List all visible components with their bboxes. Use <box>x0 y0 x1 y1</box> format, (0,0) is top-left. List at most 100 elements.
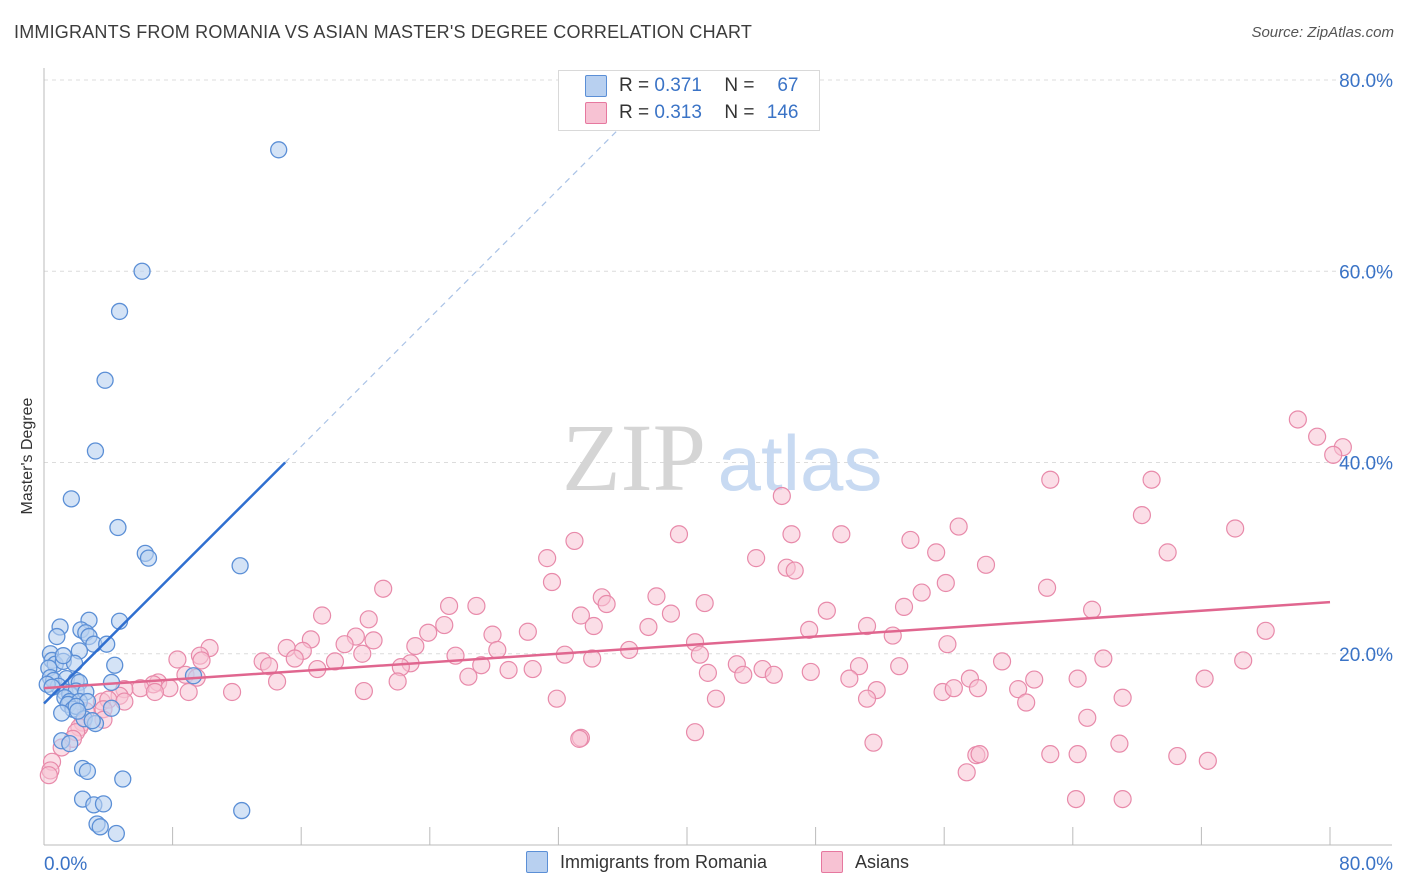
asians-point <box>927 543 946 562</box>
asians-point <box>970 745 989 764</box>
asians-point <box>1110 734 1129 753</box>
asians-point <box>374 579 393 598</box>
asians-point <box>583 649 602 668</box>
asians-point <box>894 597 914 616</box>
asians-point <box>685 723 705 742</box>
romania-point <box>78 762 97 781</box>
asians-point <box>698 663 717 682</box>
romania-point <box>133 262 151 280</box>
watermark-atlas: atlas <box>718 419 883 507</box>
asians-point <box>222 682 242 702</box>
asians-point <box>267 672 287 691</box>
asians-point <box>353 644 372 663</box>
asians-point <box>1308 427 1327 446</box>
asians-n-value: 146 <box>766 102 799 123</box>
asians-point <box>695 593 714 613</box>
legend-item-romania[interactable]: Immigrants from Romania <box>526 851 767 873</box>
asians-point <box>1142 470 1161 489</box>
romania-point <box>270 141 288 159</box>
romania-r-value: 0.371 <box>654 75 702 96</box>
asians-point <box>285 649 304 668</box>
asians-point <box>734 665 753 684</box>
asians-point <box>1041 470 1060 489</box>
asians-point <box>639 617 658 637</box>
asians-point <box>1168 746 1187 766</box>
gridlines <box>44 79 1392 655</box>
asians-point <box>800 620 819 639</box>
asians-point <box>359 610 378 629</box>
asians-point <box>817 601 836 620</box>
asians-point <box>584 616 603 636</box>
romania-point <box>69 702 87 720</box>
asians-point <box>419 623 438 642</box>
asians-point <box>1009 680 1028 699</box>
tick-labels: 20.0% 40.0% 60.0% 80.0% 0.0% 80.0% <box>44 71 1393 875</box>
romania-point <box>96 371 114 389</box>
asians-point <box>259 657 279 676</box>
watermark-zip: ZIP <box>562 404 706 511</box>
asians-point <box>782 525 801 544</box>
asians-point <box>976 555 996 574</box>
romania-point <box>233 801 251 820</box>
legend-item-asians[interactable]: Asians <box>821 851 909 873</box>
y-tick-label: 40.0% <box>1339 454 1393 475</box>
r-label: R = <box>619 102 650 123</box>
asians-point <box>571 606 591 625</box>
asians-point <box>901 530 920 550</box>
romania-n-value: 67 <box>777 75 799 96</box>
asians-point <box>944 679 963 698</box>
asians-point <box>690 645 709 664</box>
asians-point <box>388 672 407 691</box>
asians-points <box>39 410 1352 809</box>
watermark: ZIP atlas <box>562 404 882 511</box>
asians-point <box>1195 669 1214 688</box>
asians-point <box>1094 649 1113 668</box>
n-label: N = <box>724 75 755 96</box>
asians-point <box>801 662 820 682</box>
series-legend: Immigrants from Romania Asians <box>0 851 1406 879</box>
asians-point <box>483 625 502 644</box>
asians-point <box>39 766 58 785</box>
asians-point <box>179 682 198 702</box>
source-credit: Source: ZipAtlas.com <box>1251 24 1394 41</box>
asians-point <box>1078 708 1097 727</box>
asians-point <box>1041 745 1060 764</box>
chart-title: IMMIGRANTS FROM ROMANIA VS ASIAN MASTER'… <box>14 22 753 42</box>
x-tick-label: 0.0% <box>44 854 87 875</box>
asians-point <box>145 682 165 702</box>
asians-point <box>570 729 589 748</box>
asians-point <box>439 596 459 616</box>
romania-point <box>106 656 124 674</box>
romania-point <box>107 824 125 843</box>
asians-point <box>864 733 883 752</box>
y-tick-label: 60.0% <box>1339 262 1393 283</box>
asians-point <box>472 656 491 675</box>
romania-point <box>62 490 80 508</box>
romania-point <box>231 557 249 575</box>
asians-point <box>1226 519 1245 538</box>
romania-points <box>38 141 288 843</box>
asians-point <box>1037 578 1057 597</box>
asians-point <box>1068 745 1087 764</box>
asians-point <box>364 631 383 650</box>
romania-legend-label: Immigrants from Romania <box>560 851 768 872</box>
asians-point <box>840 669 859 688</box>
r-label: R = <box>619 75 650 96</box>
asians-point <box>1025 670 1044 689</box>
asians-point <box>1256 621 1275 640</box>
asians-point <box>857 689 877 708</box>
asians-point <box>467 596 486 616</box>
asians-point <box>1068 669 1087 688</box>
asians-point <box>1324 445 1343 464</box>
romania-point <box>109 518 127 537</box>
romania-point <box>86 442 105 460</box>
romania-point <box>83 712 101 730</box>
asians-point <box>938 635 957 654</box>
asians-point <box>785 561 804 580</box>
asians-point <box>406 636 425 656</box>
y-tick-label: 20.0% <box>1339 645 1393 666</box>
asians-point <box>547 689 566 708</box>
romania-point <box>94 795 113 813</box>
asians-point <box>1082 600 1102 619</box>
